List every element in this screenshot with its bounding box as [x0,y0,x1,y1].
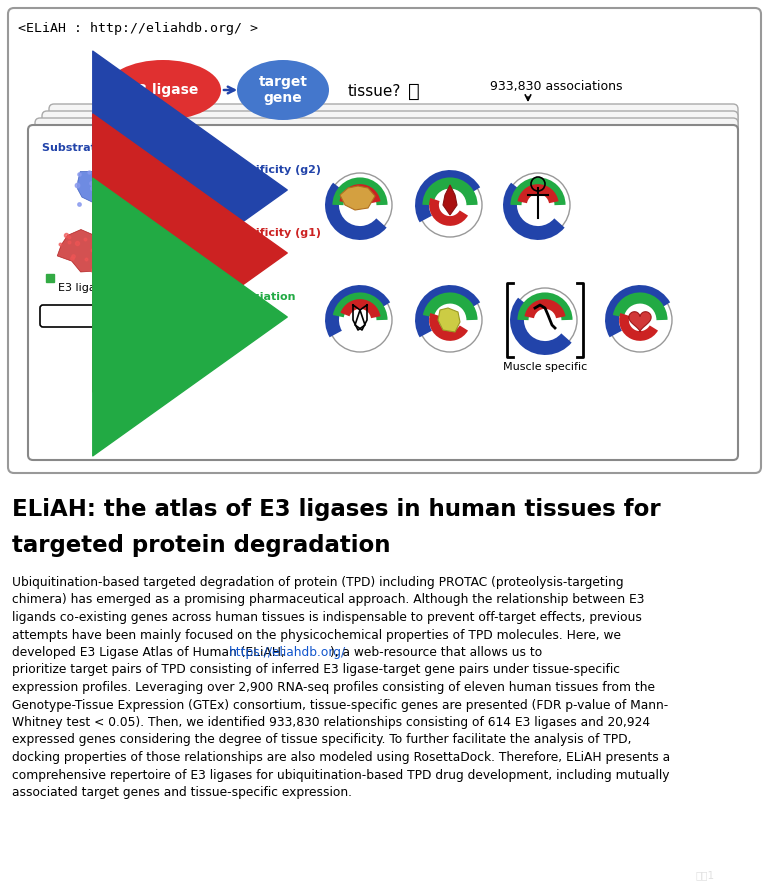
Circle shape [608,288,672,352]
Text: expressed genes considering the degree of tissue specificity. To further facilit: expressed genes considering the degree o… [12,734,631,747]
Text: tissue?: tissue? [348,84,401,99]
Circle shape [328,288,392,352]
Text: expression profiles. Leveraging over 2,900 RNA-seq profiles consisting of eleven: expression profiles. Leveraging over 2,9… [12,681,655,694]
Text: 뉴스1: 뉴스1 [695,870,714,880]
Text: Ubiquitination-based targeted degradation of protein (TPD) including PROTAC (pro: Ubiquitination-based targeted degradatio… [12,576,624,589]
Text: targeted protein degradation: targeted protein degradation [12,534,391,557]
Text: ELiAH: the atlas of E3 ligases in human tissues for: ELiAH: the atlas of E3 ligases in human … [12,498,661,521]
Text: E3 ligase: E3 ligase [128,83,198,97]
Text: ligands co-existing genes across human tissues is indispensable to prevent off-t: ligands co-existing genes across human t… [12,611,642,624]
Text: docking properties of those relationships are also modeled using RosettaDock. Th: docking properties of those relationship… [12,751,670,764]
Text: ), a web-resource that allows us to: ), a web-resource that allows us to [330,646,542,659]
Text: 🗺: 🗺 [408,82,420,101]
Circle shape [418,173,482,237]
Text: tissue-specificity (g2): tissue-specificity (g2) [185,165,321,175]
FancyBboxPatch shape [8,8,761,473]
Text: prioritize target pairs of TPD consisting of inferred E3 ligase-target gene pair: prioritize target pairs of TPD consistin… [12,664,620,676]
Text: E3 ligase(g1): E3 ligase(g1) [58,283,131,293]
Text: Binding affinity↑↓: Binding affinity↑↓ [53,311,151,321]
Polygon shape [57,229,115,272]
Text: Genotype-Tissue Expression (GTEx) consortium, tissue-specific genes are presente: Genotype-Tissue Expression (GTEx) consor… [12,698,668,712]
Text: associated target genes and tissue-specific expression.: associated target genes and tissue-speci… [12,786,352,799]
Text: <ELiAH : http://eliahdb.org/ >: <ELiAH : http://eliahdb.org/ > [18,22,258,35]
Circle shape [506,173,570,237]
Polygon shape [340,186,375,210]
FancyBboxPatch shape [40,305,165,327]
FancyBboxPatch shape [28,125,738,460]
Text: Muscle specific: Muscle specific [503,362,587,372]
FancyBboxPatch shape [35,118,738,453]
Circle shape [328,173,392,237]
Text: chimera) has emerged as a promising pharmaceutical approach. Although the relati: chimera) has emerged as a promising phar… [12,594,644,606]
Polygon shape [438,308,460,332]
Text: target
gene: target gene [258,75,308,105]
Polygon shape [443,185,457,215]
Text: https://eliahdb.org/: https://eliahdb.org/ [229,646,346,659]
Text: Substrate (g2): Substrate (g2) [42,143,133,153]
FancyBboxPatch shape [49,104,738,439]
Polygon shape [629,312,651,332]
Text: g1-g2 association: g1-g2 association [185,292,295,302]
Text: comprehensive repertoire of E3 ligases for ubiquitination-based TPD drug develop: comprehensive repertoire of E3 ligases f… [12,768,670,781]
Text: attempts have been mainly focused on the physicochemical properties of TPD molec: attempts have been mainly focused on the… [12,628,621,642]
Text: 933,830 associations: 933,830 associations [490,80,622,93]
Polygon shape [78,172,125,203]
Circle shape [513,288,577,352]
Text: Whitney test < 0.05). Then, we identified 933,830 relationships consisting of 61: Whitney test < 0.05). Then, we identifie… [12,716,650,729]
Ellipse shape [105,60,221,120]
Ellipse shape [237,60,329,120]
Circle shape [418,288,482,352]
Text: tissue-specificity (g1): tissue-specificity (g1) [185,228,321,238]
Text: developed E3 Ligase Atlas of Human (ELiAH;: developed E3 Ligase Atlas of Human (ELiA… [12,646,289,659]
FancyBboxPatch shape [42,111,738,446]
